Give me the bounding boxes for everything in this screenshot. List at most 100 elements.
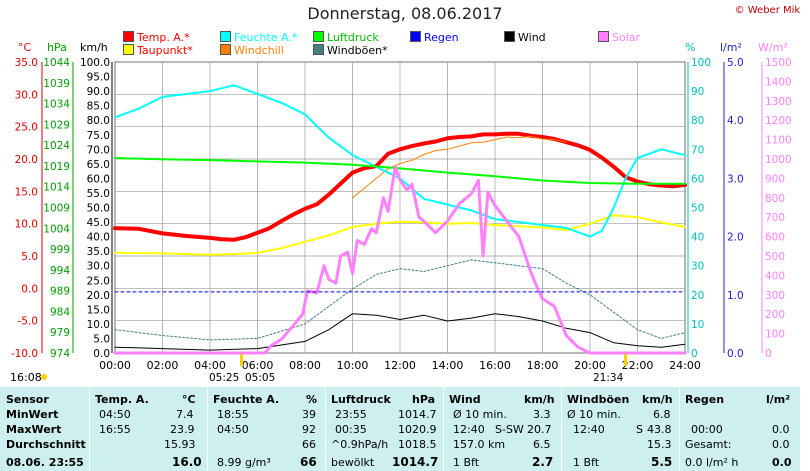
- humidity-tick-label: 90: [691, 86, 704, 98]
- stats-avg-temp-val: 15.93: [164, 438, 196, 451]
- stats-header-wind-unit: km/h: [524, 393, 555, 406]
- stats-min-hum-time: 18:55: [217, 408, 249, 421]
- wind-tick-label: 70.0: [87, 144, 110, 156]
- rain-tick-label: 1.0: [727, 290, 744, 302]
- wind-tick-label: 60.0: [87, 173, 110, 185]
- humidity-tick-label: 80: [691, 115, 704, 127]
- stats-header-hum-unit: %: [306, 393, 318, 406]
- legend-label: Windböen*: [327, 44, 388, 57]
- temp-tick-label: 5.0: [21, 251, 38, 263]
- stats-now-gust-bft: 1 Bft: [573, 456, 600, 469]
- wind-tick-label: 75.0: [87, 130, 110, 142]
- x-tick-label: 22:00: [622, 359, 654, 372]
- legend-item-6: Regen: [410, 31, 459, 44]
- legend-label: Luftdruck: [327, 31, 379, 44]
- solar-tick-label: 1100: [765, 135, 792, 147]
- stats-min-hum-val: 39: [302, 408, 316, 421]
- wind-tick-label: 100.0: [80, 57, 110, 69]
- series-wind: [114, 313, 686, 351]
- pressure-tick-label: 1039: [43, 78, 70, 90]
- stats-now-rain-rate: 0.0 l/m² h: [685, 456, 739, 469]
- stats-max-wind-dir: S-SW: [495, 423, 524, 436]
- temp-tick-label: 20.0: [15, 154, 38, 166]
- wind-tick-label: 35.0: [87, 246, 110, 258]
- legend-swatch: [123, 44, 134, 55]
- stats-min-gust-label: Ø 10 min.: [567, 408, 621, 421]
- temp-tick-label: 15.0: [15, 186, 38, 198]
- legend-label: Taupunkt*: [137, 44, 193, 57]
- wind-tick-label: 55.0: [87, 188, 110, 200]
- legend-item-7: Wind: [504, 31, 546, 44]
- temp-tick-label: 35.0: [15, 57, 38, 69]
- stats-header-rain-unit: l/m²: [766, 393, 791, 406]
- wind-tick-label: 45.0: [87, 217, 110, 229]
- rain-axis-unit: l/m²: [720, 41, 742, 54]
- stats-max-temp-time: 16:55: [99, 423, 131, 436]
- legend-swatch: [504, 31, 515, 42]
- stats-max-rain-time: 00:00: [691, 423, 723, 436]
- right-edge-strip: [800, 0, 810, 471]
- solar-tick-label: 600: [765, 232, 785, 244]
- solar-tick-label: 1300: [765, 96, 792, 108]
- humidity-tick-label: 100: [691, 57, 711, 69]
- stats-header-wind: Wind: [449, 393, 481, 406]
- solar-tick-label: 1200: [765, 115, 792, 127]
- rain-tick-label: 2.0: [727, 232, 744, 244]
- x-tick-label: 18:00: [527, 359, 559, 372]
- stats-now-press-label: bewölkt: [331, 456, 375, 469]
- x-tick-label: 14:00: [432, 359, 464, 372]
- legend-swatch: [313, 31, 324, 42]
- legend-item-8: Solar: [598, 31, 640, 44]
- series-luftdruck: [114, 157, 686, 185]
- temp-tick-label: 25.0: [15, 122, 38, 134]
- temp-tick-label: 30.0: [15, 89, 38, 101]
- stats-min-label: MinWert: [6, 408, 59, 421]
- stats-now-label: 08.06. 23:55: [6, 456, 84, 469]
- solar-tick-label: 900: [765, 173, 785, 185]
- legend-swatch: [410, 31, 421, 42]
- solar-tick-label: 200: [765, 309, 785, 321]
- solar-tick-label: 1500: [765, 57, 792, 69]
- stats-avg-wind-label: 157.0 km: [453, 438, 506, 451]
- temp-tick-label: -5.0: [18, 316, 39, 328]
- stats-header-rain: Regen: [685, 393, 725, 406]
- rain-tick-label: 5.0: [727, 57, 744, 69]
- stats-now-gust-val: 5.5: [651, 455, 673, 469]
- wind-tick-label: 25.0: [87, 275, 110, 287]
- x-tick-label: 00:00: [99, 359, 131, 372]
- stats-min-temp-val: 7.4: [176, 408, 194, 421]
- legend-swatch: [220, 31, 231, 42]
- stats-max-gust-val: 43.8: [647, 423, 672, 436]
- x-tick-label: 04:00: [194, 359, 226, 372]
- stats-avg-label: Durchschnitt: [6, 438, 86, 451]
- pressure-tick-label: 974: [50, 348, 70, 360]
- stats-now-hum-val: 66: [300, 455, 317, 469]
- humidity-tick-label: 0: [691, 348, 698, 360]
- rain-tick-label: 4.0: [727, 115, 744, 127]
- stats-header-hum: Feuchte A.: [213, 393, 280, 406]
- x-tick-label: 16:00: [479, 359, 511, 372]
- legend-label: Wind: [518, 31, 546, 44]
- wind-tick-label: 10.0: [87, 319, 110, 331]
- stats-now-press-val: 1014.7: [392, 455, 439, 469]
- humidity-tick-label: 50: [691, 203, 704, 215]
- time-marker-label: 16:08: [10, 371, 42, 384]
- pressure-tick-label: 1004: [43, 223, 70, 235]
- stats-max-gust-time: 12:40: [573, 423, 605, 436]
- stats-max-press-time: 00:35: [335, 423, 367, 436]
- humidity-tick-label: 60: [691, 173, 704, 185]
- stats-header-gust-unit: km/h: [642, 393, 673, 406]
- stats-header-press: Luftdruck: [331, 393, 391, 406]
- series-windb-en: [114, 259, 686, 341]
- x-tick-label: 02:00: [147, 359, 179, 372]
- humidity-tick-label: 10: [691, 319, 704, 331]
- legend-item-2: Feuchte A.*: [220, 31, 297, 44]
- pressure-tick-label: 1044: [43, 57, 70, 69]
- solar-tick-label: 100: [765, 329, 785, 341]
- legend-swatch: [123, 31, 134, 42]
- weather-chart: 35.0 30.0 25.0 20.0 15.0 10.0 5.0 0.0 -5.0 -10.0 1…: [10, 57, 792, 384]
- stats-now-temp-val: 16.0: [172, 455, 202, 469]
- wind-tick-label: 30.0: [87, 261, 110, 273]
- pressure-tick-label: 984: [50, 306, 70, 318]
- solar-tick-label: 500: [765, 251, 785, 263]
